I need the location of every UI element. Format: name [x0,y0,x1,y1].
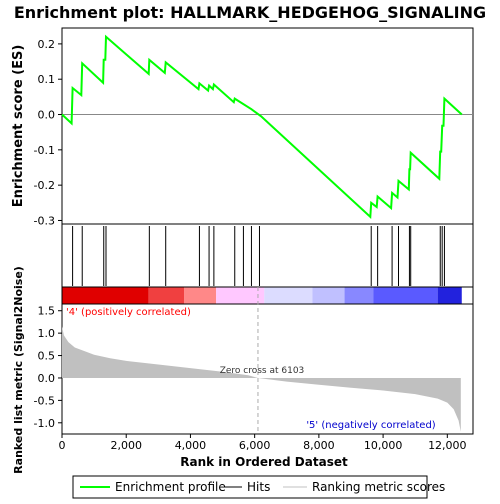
heatmap-band [373,287,438,304]
heatmap-band [344,287,374,304]
es-y-tick-label: 0.1 [38,73,56,86]
es-y-axis-label: Enrichment score (ES) [11,45,26,208]
es-y-tick-label: -0.2 [34,179,55,192]
x-axis-label: Rank in Ordered Dataset [180,455,348,469]
legend-box [72,475,428,499]
enrichment-profile-line [61,34,463,220]
x-tick-label: 4,000 [175,439,207,452]
heatmap-band [184,287,217,304]
legend-label: Hits [247,480,270,494]
es-y-tick-label: 0.2 [38,38,56,51]
x-tick-label: 12,000 [428,439,467,452]
rank-y-tick-label: 1.0 [38,327,56,340]
heatmap-band [216,287,265,304]
zero-cross-label: Zero cross at 6103 [220,366,305,376]
es-y-tick-label: -0.3 [34,214,55,227]
es-y-tick-label: -0.1 [34,144,55,157]
rank-y-axis-label: Ranked list metric (Signal2Noise) [12,266,25,474]
hits-panel-frame [61,223,474,288]
es-panel-frame [61,27,474,225]
x-tick-label: 0 [59,439,66,452]
hits-group [72,226,445,286]
negative-correlation-label: '5' (negatively correlated) [306,420,435,431]
x-tick-label: 10,000 [364,439,403,452]
heatmap-band [312,287,345,304]
legend: Enrichment profile Hits Ranking metric sco… [80,480,445,494]
heatmap-band [437,287,462,304]
x-tick-label: 6,000 [239,439,271,452]
rank-y-tick-label: -0.5 [34,394,55,407]
heatmap-band [264,287,313,304]
legend-label: Enrichment profile [115,480,226,494]
es-y-axis-ticks: 0.2 0.1 0.0 -0.1 -0.2 -0.3 [34,38,62,227]
x-axis-ticks: 0 2,000 4,000 6,000 8,000 10,000 12,000 [59,434,467,452]
rank-y-tick-label: -1.0 [34,417,55,430]
ranking-metric-area [62,326,461,432]
rank-y-tick-label: 0.5 [38,350,56,363]
chart-title: Enrichment plot: HALLMARK_HEDGEHOG_SIGNA… [14,3,486,22]
rank-y-tick-label: 0.0 [38,372,56,385]
rank-y-axis-ticks: 1.5 1.0 0.5 0.0 -0.5 -1.0 [34,305,62,430]
x-tick-label: 8,000 [303,439,335,452]
legend-label: Ranking metric scores [312,480,445,494]
ranking-heatmap-bar [62,287,462,304]
es-y-tick-label: 0.0 [38,109,56,122]
heatmap-band [62,287,149,304]
rank-y-tick-label: 1.5 [38,305,56,318]
x-tick-label: 2,000 [110,439,142,452]
positive-correlation-label: '4' (positively correlated) [66,307,191,318]
heatmap-band [148,287,185,304]
